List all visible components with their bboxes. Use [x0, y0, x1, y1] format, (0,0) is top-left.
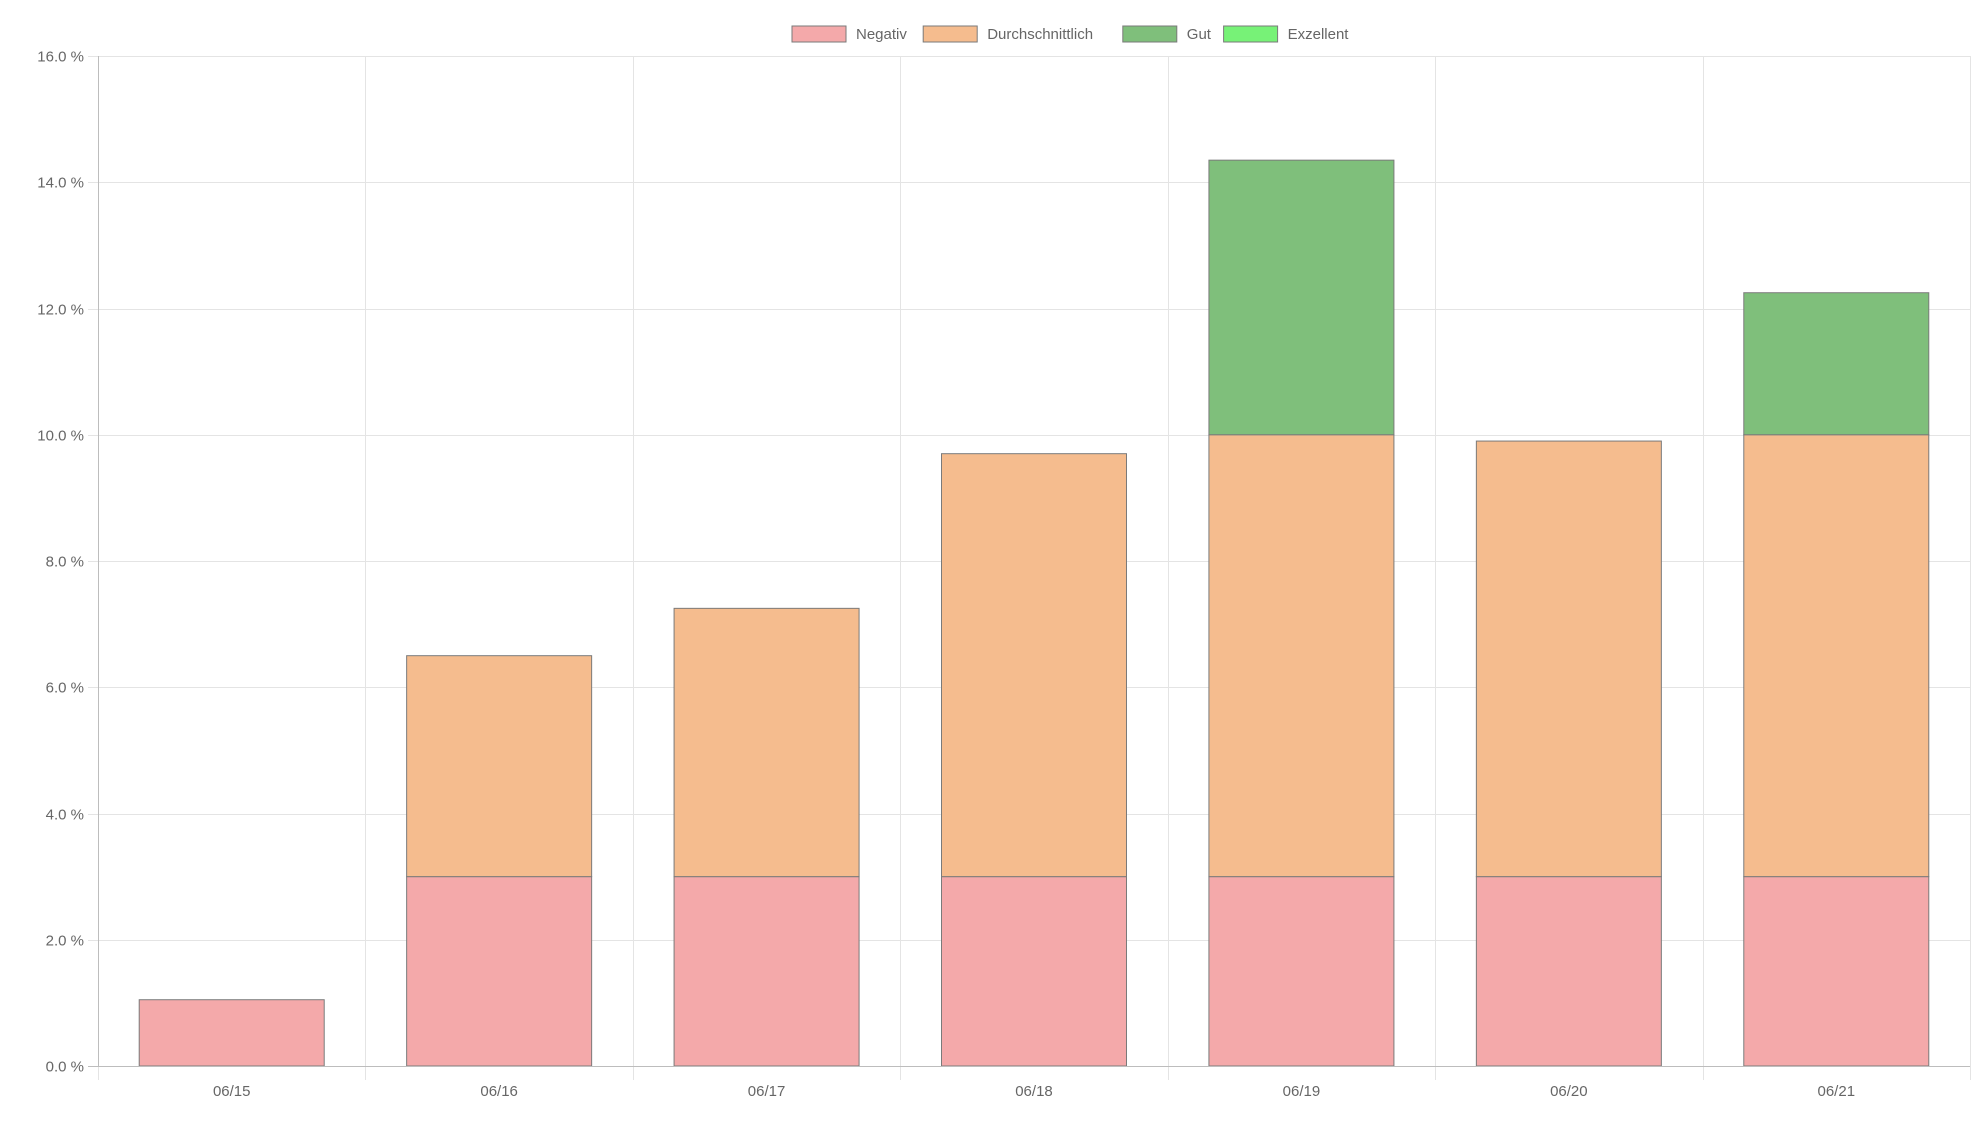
y-tick-label: 12.0 %: [37, 302, 84, 319]
y-tick-label: 8.0 %: [46, 554, 84, 571]
legend-label: Exzellent: [1288, 26, 1350, 43]
x-tick-label: 06/18: [1015, 1083, 1053, 1100]
legend-swatch: [922, 25, 978, 43]
x-tick-label: 06/19: [1283, 1083, 1321, 1100]
x-tick-label: 06/16: [480, 1083, 518, 1100]
legend-item-durchschnittlich[interactable]: Durchschnittlich: [922, 25, 1093, 43]
bar-segment-negativ[interactable]: [406, 876, 593, 1067]
bar-segment-durchschnittlich[interactable]: [406, 655, 593, 878]
legend-item-gut[interactable]: Gut: [1122, 25, 1212, 43]
bar-segment-negativ[interactable]: [138, 999, 325, 1067]
y-tick-label: 14.0 %: [37, 175, 84, 192]
bar-segment-negativ[interactable]: [1475, 876, 1662, 1067]
x-tick-label: 06/20: [1550, 1083, 1588, 1100]
y-tick-label: 4.0 %: [46, 807, 84, 824]
axes: 0.0 % 2.0 % 4.0 % 6.0 % 8.0 % 10.0 % 12.0 % 14.…: [37, 49, 1970, 1100]
bar-segment-durchschnittlich[interactable]: [1475, 440, 1662, 878]
y-tick-label: 10.0 %: [37, 428, 84, 445]
legend-label: Gut: [1187, 26, 1212, 43]
bar-segment-gut[interactable]: [1743, 292, 1930, 436]
legend-item-exzellent[interactable]: Exzellent: [1223, 25, 1350, 43]
bar-segment-gut[interactable]: [1208, 159, 1395, 436]
x-tick-label: 06/17: [748, 1083, 786, 1100]
legend-label: Durchschnittlich: [987, 26, 1093, 43]
bars: [138, 159, 1930, 1067]
y-tick-label: 16.0 %: [37, 49, 84, 66]
legend-swatch: [1122, 25, 1178, 43]
bar-segment-negativ[interactable]: [1208, 876, 1395, 1067]
legend-item-negativ[interactable]: Negativ: [791, 25, 907, 43]
bar-segment-negativ[interactable]: [1743, 876, 1930, 1067]
legend-label: Negativ: [856, 26, 907, 43]
legend: Negativ Durchschnittlich Gut Exzellent: [791, 25, 1350, 43]
y-tick-label: 6.0 %: [46, 680, 84, 697]
bar-segment-negativ[interactable]: [941, 876, 1127, 1067]
legend-swatch: [791, 25, 847, 43]
legend-swatch: [1223, 25, 1279, 43]
bar-segment-negativ[interactable]: [673, 876, 860, 1067]
x-tick-label: 06/21: [1818, 1083, 1856, 1100]
bar-segment-durchschnittlich[interactable]: [941, 453, 1127, 878]
bar-segment-durchschnittlich[interactable]: [1743, 434, 1930, 878]
y-tick-label: 0.0 %: [46, 1059, 84, 1076]
bar-segment-durchschnittlich[interactable]: [673, 607, 860, 878]
bar-segment-durchschnittlich[interactable]: [1208, 434, 1395, 878]
y-tick-label: 2.0 %: [46, 933, 84, 950]
x-tick-label: 06/15: [213, 1083, 251, 1100]
